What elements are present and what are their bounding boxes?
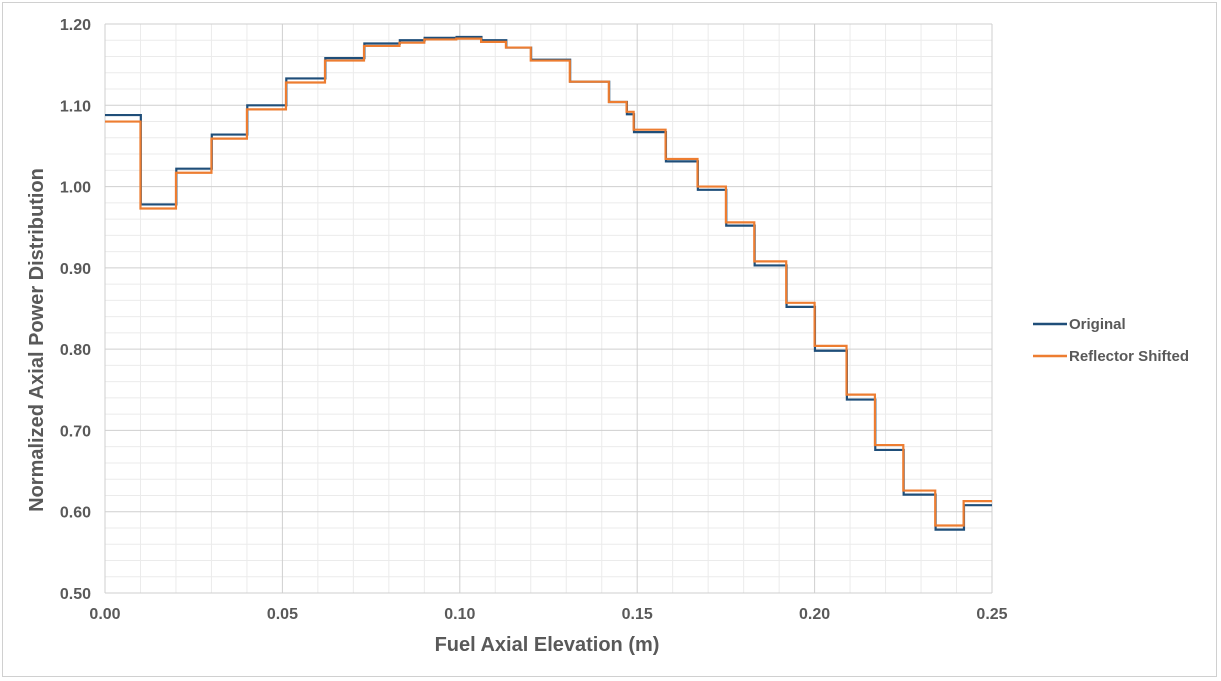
y-tick-label: 0.90 <box>60 261 91 278</box>
x-tick-label: 0.25 <box>976 606 1007 623</box>
minor-gridlines <box>105 24 992 593</box>
y-axis-title: Normalized Axial Power Distribution <box>26 168 48 512</box>
legend-label-reflector-shifted: Reflector Shifted <box>1069 348 1189 365</box>
y-tick-label: 0.70 <box>60 423 91 440</box>
x-tick-label: 0.05 <box>267 606 298 623</box>
x-tick-label: 0.15 <box>622 606 653 623</box>
y-tick-label: 1.10 <box>60 98 91 115</box>
major-gridlines <box>104 23 993 594</box>
x-tick-label: 0.10 <box>444 606 475 623</box>
legend: Original Reflector Shifted <box>1033 316 1189 365</box>
x-tick-label: 0.20 <box>799 606 830 623</box>
y-tick-label: 0.50 <box>60 586 91 603</box>
y-tick-label: 1.20 <box>60 17 91 34</box>
series-line-reflector-shifted <box>105 37 992 527</box>
legend-label-original: Original <box>1069 316 1126 333</box>
x-axis-title: Fuel Axial Elevation (m) <box>435 634 660 656</box>
x-tick-labels: 0.00 0.05 0.10 0.15 0.20 0.25 <box>89 606 1007 623</box>
series-layer <box>105 35 992 531</box>
series-line-original <box>105 35 992 531</box>
y-tick-label: 0.60 <box>60 505 91 522</box>
y-tick-labels: 0.50 0.60 0.70 0.80 0.90 1.00 1.10 1.20 <box>60 17 91 603</box>
y-tick-label: 1.00 <box>60 180 91 197</box>
x-tick-label: 0.00 <box>89 606 120 623</box>
y-tick-label: 0.80 <box>60 342 91 359</box>
